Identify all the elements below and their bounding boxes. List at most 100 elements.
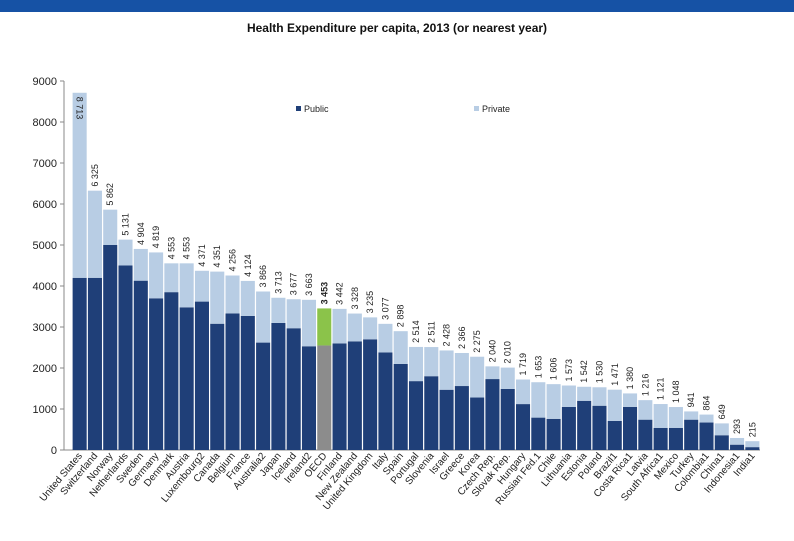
value-label: 215 [747, 422, 757, 437]
bar-private [745, 441, 760, 448]
bar-private [515, 379, 531, 405]
value-label: 1 542 [579, 360, 589, 383]
chart-title: Health Expenditure per capita, 2013 (or … [246, 21, 548, 35]
value-label: 1 606 [549, 358, 559, 381]
bar-public [577, 400, 592, 450]
bar-public [730, 444, 745, 450]
value-label: 293 [732, 419, 742, 434]
value-label: 1 719 [518, 353, 528, 376]
bar-private [332, 308, 347, 344]
x-axis-labels: United StatesSwitzerlandNorwayNetherland… [38, 450, 758, 512]
value-label: 8 713 [75, 97, 85, 120]
legend: Public Private [296, 104, 510, 114]
y-tick-label: 3000 [33, 322, 57, 334]
value-label: 4 553 [182, 237, 192, 260]
bar-public [668, 427, 683, 450]
value-label: 1 048 [671, 381, 681, 404]
bar-private [561, 385, 576, 407]
bar-private [286, 299, 301, 329]
bar-private [271, 297, 286, 323]
bar-private [210, 271, 225, 324]
bar-public [515, 404, 531, 450]
value-label: 649 [717, 404, 727, 419]
value-label: 3 713 [273, 271, 283, 294]
bar-private [592, 387, 607, 406]
bar-private [577, 386, 592, 401]
bar-public [225, 313, 240, 450]
bar-public [179, 307, 194, 450]
value-label: 2 898 [396, 305, 406, 328]
bar-private [133, 248, 148, 281]
value-label: 2 040 [487, 340, 497, 363]
bar-public [439, 389, 454, 450]
bar-private [714, 423, 729, 436]
bar-public [485, 379, 500, 450]
bar-private [638, 400, 653, 420]
bar-public [592, 405, 607, 450]
value-label: 1 471 [610, 363, 620, 386]
value-label: 4 553 [166, 237, 176, 260]
value-label: 5 862 [105, 183, 115, 206]
value-label: 3 677 [289, 273, 299, 296]
value-label: 1 380 [625, 367, 635, 390]
value-label: 4 124 [243, 254, 253, 277]
bar-public [256, 342, 271, 450]
bar-private [363, 317, 378, 340]
bar-private [149, 252, 164, 299]
bar-public [684, 419, 699, 450]
legend-swatch-private [474, 106, 479, 111]
bar-private [103, 209, 118, 245]
bar-private [424, 347, 439, 377]
bar-public [347, 341, 362, 450]
bar-private [623, 393, 638, 407]
value-label: 4 819 [151, 226, 161, 249]
bar-private [684, 411, 699, 420]
bar-private [118, 239, 133, 266]
legend-label-public: Public [304, 104, 329, 114]
value-label: 1 653 [533, 356, 543, 379]
bar-public [470, 397, 485, 450]
bar-public [286, 328, 301, 450]
bar-private [240, 280, 255, 316]
value-label: 3 328 [350, 287, 360, 310]
bar-private [607, 389, 622, 421]
bar-private [378, 323, 393, 353]
bar-private [164, 263, 179, 293]
bar-public [531, 417, 546, 450]
y-tick-label: 6000 [33, 199, 57, 211]
bar-private [500, 367, 515, 389]
legend-swatch-public [296, 106, 301, 111]
bar-public [240, 315, 255, 450]
value-label: 2 511 [426, 321, 436, 343]
value-label: 3 453 [319, 282, 329, 305]
value-label: 941 [686, 392, 696, 407]
bar-public [546, 418, 561, 450]
bar-public [72, 277, 87, 450]
bar-private [347, 313, 362, 342]
y-tick-label: 1000 [33, 404, 57, 416]
y-tick-label: 5000 [33, 240, 57, 252]
y-tick-label: 4000 [33, 281, 57, 293]
bar-private [317, 308, 332, 346]
bar-private [256, 291, 271, 343]
bar-public [194, 301, 209, 450]
bar-private [546, 384, 561, 419]
bar-public [454, 386, 469, 450]
bar-private [454, 352, 469, 387]
value-label: 864 [701, 396, 711, 411]
value-label: 3 442 [335, 282, 345, 305]
bar-public [653, 427, 668, 450]
header-band [0, 0, 794, 12]
bar-public [607, 420, 622, 450]
bar-private [393, 331, 408, 364]
legend-label-private: Private [482, 104, 510, 114]
value-labels: 8 713 6 325 5 862 5 131 4 904 4 819 4 553 4 553… [75, 97, 758, 437]
bar-private [301, 299, 317, 347]
bar-private [194, 270, 209, 302]
value-label: 1 573 [564, 359, 574, 382]
value-label: 5 131 [121, 213, 131, 236]
y-tick-label: 2000 [33, 363, 57, 375]
bar-private [485, 366, 500, 380]
bar-public [103, 245, 118, 450]
